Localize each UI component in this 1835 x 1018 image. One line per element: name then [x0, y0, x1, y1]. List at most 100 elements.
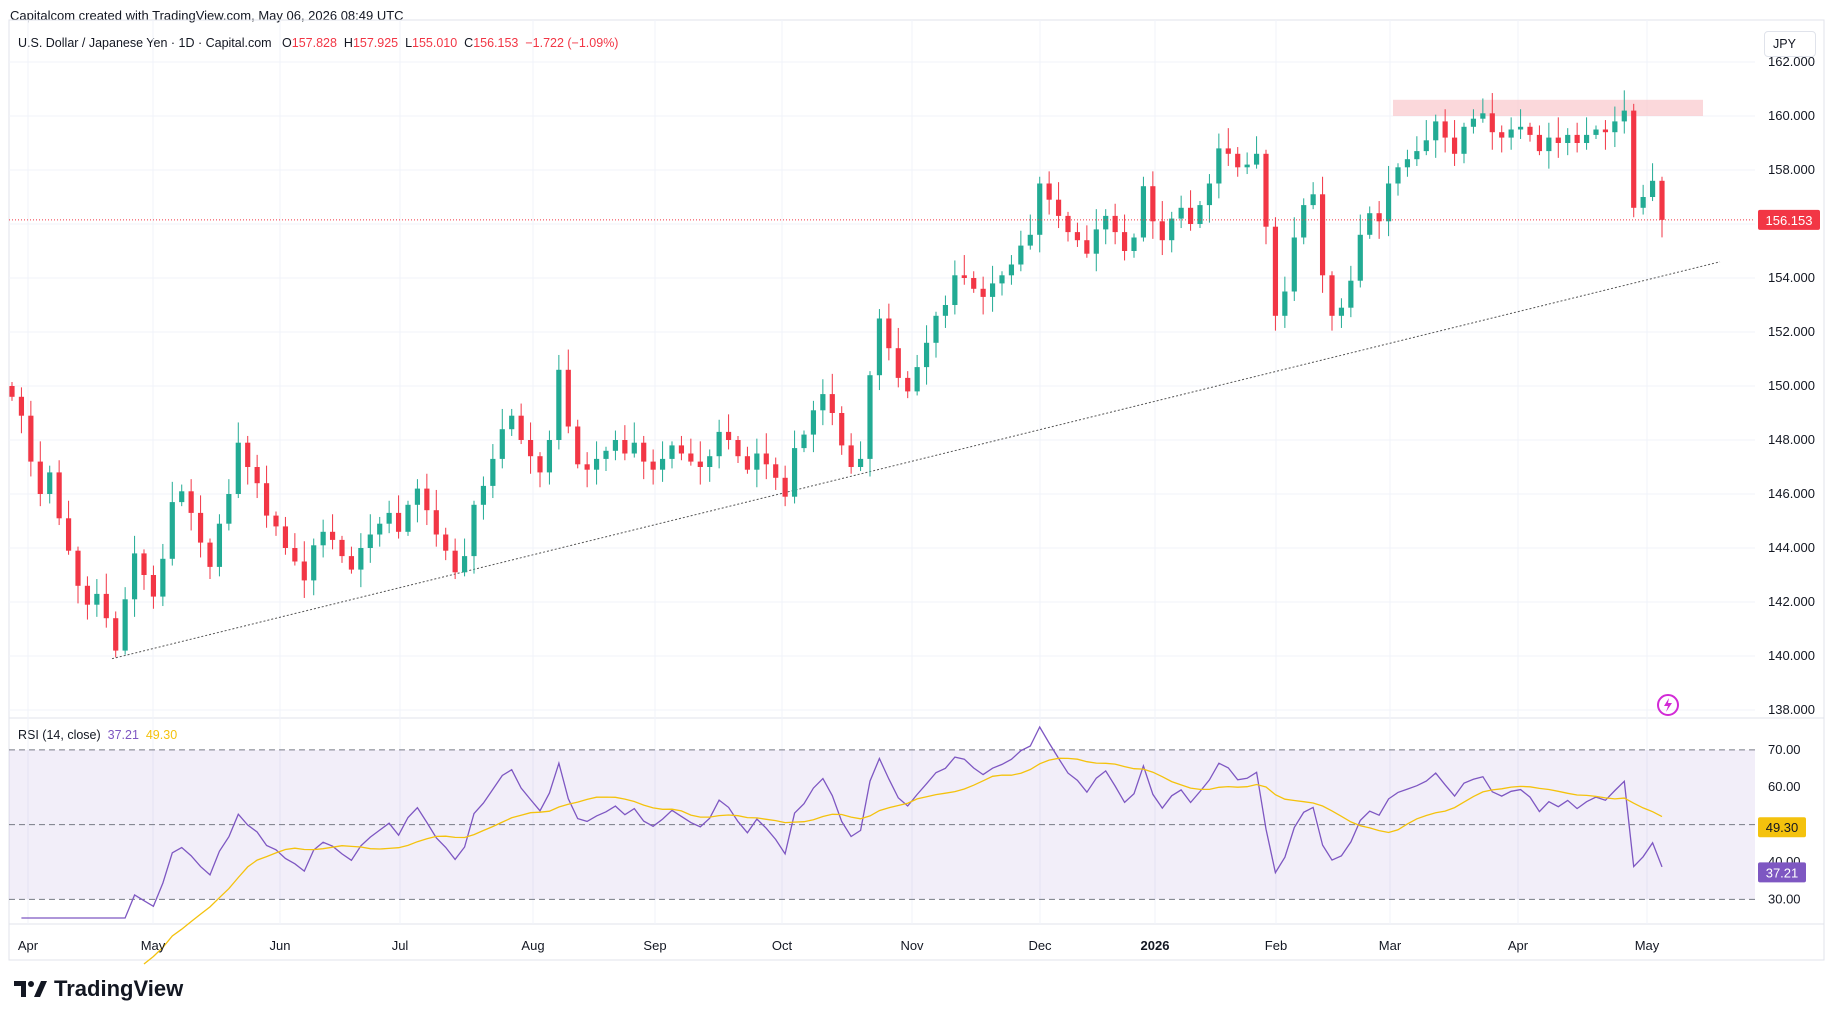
candle-body [339, 539, 345, 557]
x-tick-label: Jun [270, 938, 291, 953]
flash-icon[interactable] [1655, 692, 1681, 718]
candle-body [301, 561, 307, 581]
candle-body [1329, 275, 1335, 316]
rsi-label[interactable]: RSI (14, close) [18, 728, 101, 742]
candle-body [1385, 183, 1392, 222]
candle-body [1433, 121, 1439, 141]
attribution: Capitalcom created with TradingView.com,… [10, 8, 404, 23]
candle-body [1404, 159, 1411, 168]
candle-body [1225, 148, 1231, 154]
rsi-badge-label: 37.21 [1766, 865, 1799, 880]
currency-button[interactable]: JPY [1764, 31, 1816, 57]
candle-body [1027, 234, 1033, 246]
candle-body [1621, 110, 1627, 122]
y-tick-label: 152.000 [1768, 324, 1815, 339]
candle-body [1508, 129, 1514, 138]
candle-body [84, 585, 91, 605]
rsi-legend: RSI (14, close) 37.21 49.30 [18, 728, 177, 742]
rsi-ma-value: 49.30 [145, 728, 178, 742]
high-value: 157.925 [352, 36, 399, 50]
candle-body [1159, 221, 1165, 241]
candle-body [197, 512, 204, 543]
candle-body [282, 526, 289, 548]
candle-body [1555, 137, 1561, 143]
candle-body [716, 431, 722, 457]
candle-body [103, 593, 109, 619]
candle-body [952, 275, 958, 305]
candle-body [1499, 132, 1505, 138]
candle-body [1310, 194, 1316, 206]
candle-body [1574, 134, 1580, 143]
candle-body [1612, 121, 1618, 133]
candle-body [1244, 164, 1250, 168]
candle-body [744, 456, 751, 470]
candle-body [424, 488, 430, 511]
y-tick-label: 154.000 [1768, 270, 1815, 285]
symbol-label[interactable]: U.S. Dollar / Japanese Yen · 1D · Capita… [18, 36, 272, 50]
candle-body [1640, 197, 1646, 208]
candle-body [188, 491, 194, 513]
tradingview-logo[interactable]: TradingView [12, 976, 183, 1002]
candle-body [235, 442, 241, 494]
candle-body [480, 485, 487, 505]
candle-body [226, 494, 232, 524]
candle-body [735, 440, 741, 457]
candle-body [678, 445, 685, 454]
candle-body [791, 448, 798, 497]
rsi-y-tick-label: 60.00 [1768, 779, 1801, 794]
candle-body [65, 518, 72, 551]
candle-body [113, 618, 119, 651]
candle-body [47, 472, 53, 494]
candle-body [490, 458, 496, 486]
candle-body [1282, 291, 1288, 316]
candle-body [452, 550, 458, 573]
open-value: 157.828 [291, 36, 337, 50]
candle-body [1319, 194, 1326, 276]
resistance-zone [1393, 99, 1703, 116]
candle-body [1169, 218, 1175, 241]
candle-body [857, 458, 864, 467]
candle-body [1489, 113, 1495, 133]
candle-body [801, 434, 807, 449]
candle-body [56, 472, 62, 519]
rsi-line [21, 725, 1663, 919]
candle-body [329, 531, 336, 540]
candle-body [169, 502, 175, 559]
candle-body [905, 377, 911, 392]
candle-body [1536, 134, 1543, 152]
chart-frame [8, 19, 1825, 961]
candle-body [443, 534, 449, 551]
candle-body [122, 599, 128, 651]
candle-body [1112, 215, 1118, 233]
close-value: 156.153 [473, 36, 519, 50]
candle-body [1461, 126, 1467, 154]
candle-body [9, 386, 15, 397]
candle-body [867, 375, 873, 459]
candle-body [273, 515, 279, 527]
brand-name: TradingView [54, 976, 184, 1001]
y-tick-label: 144.000 [1768, 540, 1815, 555]
candle-body [650, 461, 656, 470]
last-price-label: 156.153 [1766, 213, 1813, 228]
candle-body [631, 442, 637, 454]
candle-body [254, 467, 260, 484]
candle-body [1546, 137, 1552, 152]
candle-body [1659, 180, 1665, 220]
candle-body [1037, 183, 1043, 235]
candle-body [1338, 307, 1345, 316]
candle-body [1593, 129, 1599, 135]
candle-body [358, 548, 364, 570]
x-tick-label: Mar [1379, 938, 1402, 953]
candle-body [848, 445, 854, 467]
x-tick-label: Feb [1265, 938, 1287, 953]
candle-body [1084, 240, 1090, 254]
x-tick-label: Aug [521, 938, 544, 953]
candle-body [527, 440, 534, 457]
candle-body [876, 318, 883, 376]
candle-body [763, 453, 769, 465]
close-label: C [464, 36, 474, 50]
candle-body [1527, 126, 1533, 135]
candle-body [150, 575, 157, 597]
candle-body [405, 504, 411, 532]
